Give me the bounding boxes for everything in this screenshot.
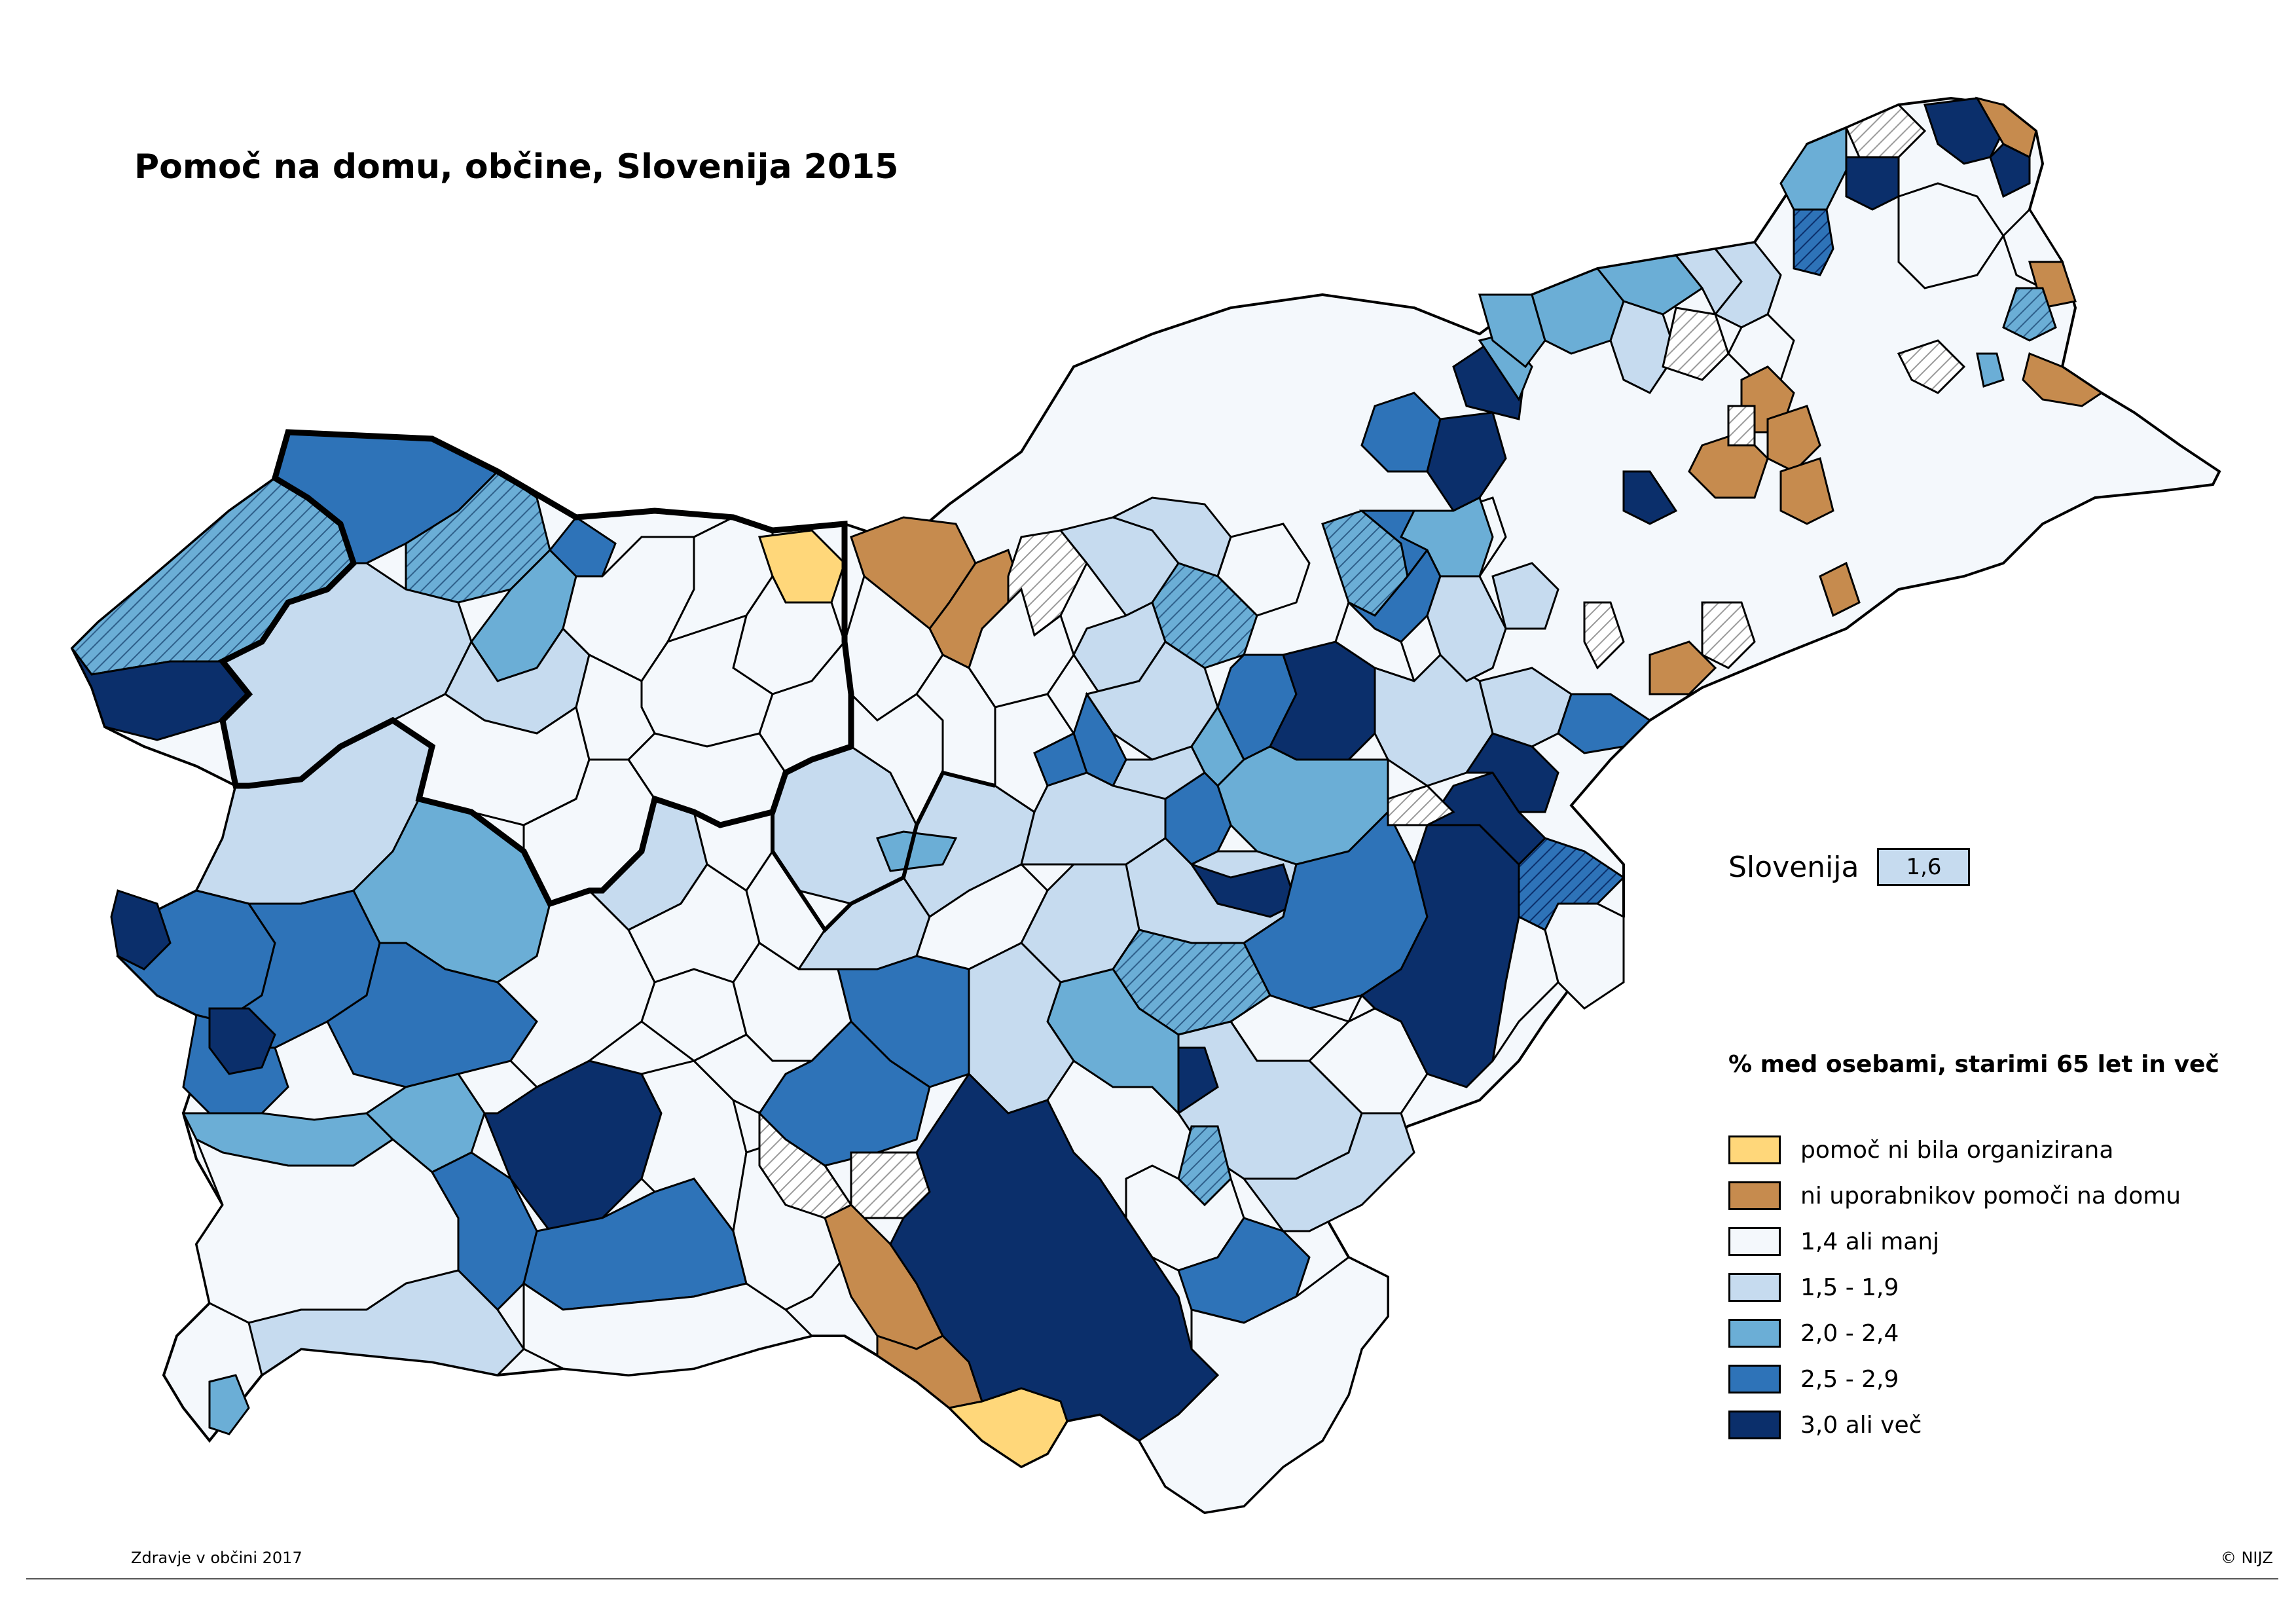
region-gornja-radgona <box>1793 208 1834 276</box>
gorenjska-boundary <box>218 429 854 908</box>
region-brda <box>110 889 172 970</box>
region-crnomelj <box>1138 1256 1389 1514</box>
footer-copyright: © NIJZ <box>2220 1549 2273 1567</box>
region-ormoz <box>1819 561 1861 618</box>
legend-label: ni uporabnikov pomoči na domu <box>1800 1182 2181 1209</box>
region-juršinci <box>1779 457 1834 525</box>
region-moravske <box>1989 143 2031 198</box>
region-beltinci <box>1897 339 1966 394</box>
region-rogatec <box>1557 693 1652 754</box>
legend-label: 2,5 - 2,9 <box>1800 1365 1899 1393</box>
region-sentrupert <box>875 830 958 872</box>
national-average: Slovenija 1,6 <box>1728 848 1971 886</box>
legend-label: 3,0 ali več <box>1800 1411 1922 1439</box>
region-lasko <box>1216 745 1389 866</box>
legend-label: 2,0 - 2,4 <box>1800 1320 1899 1347</box>
legend-label: 1,5 - 1,9 <box>1800 1274 1899 1301</box>
region-ilirska-bistrica <box>522 1282 814 1376</box>
legend-label: 1,4 ali manj <box>1800 1228 1940 1255</box>
national-value-box: 1,6 <box>1877 848 1971 886</box>
region-novo-mesto-east <box>1242 1112 1415 1232</box>
region-ankaran <box>208 1374 250 1435</box>
legend-item: pomoč ni bila organizirana <box>1728 1127 2219 1173</box>
legend-item: 2,5 - 2,9 <box>1728 1356 2219 1402</box>
legend: % med osebami, starimi 65 let in več pom… <box>1728 1051 2219 1448</box>
region-poljcane <box>1387 784 1455 826</box>
region-majsperk <box>1649 640 1717 695</box>
region-miren <box>208 1007 276 1075</box>
map-title: Pomoč na domu, občine, Slovenija 2015 <box>134 147 899 187</box>
region-nova-gorica <box>221 889 381 1049</box>
region-skocjan <box>1346 993 1377 1024</box>
region-bizeljsko <box>1544 902 1625 1010</box>
national-label: Slovenija <box>1728 850 1859 884</box>
legend-item: 2,0 - 2,4 <box>1728 1310 2219 1356</box>
region-zagorje <box>994 693 1076 814</box>
legend-swatch <box>1728 1135 1781 1164</box>
region-sentilj <box>1595 254 1704 316</box>
legend-item: 1,5 - 1,9 <box>1728 1264 2219 1310</box>
region-bloke <box>692 1033 812 1115</box>
region-kidricevo <box>1491 562 1559 630</box>
region-sal <box>1845 156 1900 211</box>
region-zetale <box>1583 601 1625 670</box>
legend-swatch <box>1728 1273 1781 1302</box>
region-podlehnik <box>1701 601 1756 669</box>
legend-label: pomoč ni bila organizirana <box>1800 1136 2114 1164</box>
ljubljana-boundary <box>693 770 996 933</box>
region-benedikt <box>1662 306 1730 381</box>
legend-item: ni uporabnikov pomoči na domu <box>1728 1173 2219 1219</box>
region-razkrizje <box>1766 405 1821 473</box>
region-lendava <box>2022 352 2104 407</box>
legend-swatch <box>1728 1181 1781 1210</box>
region-oplotnica <box>1399 496 1494 578</box>
region-kobilje <box>2002 287 2057 342</box>
region-destrnik <box>1727 405 1756 447</box>
legend-swatch <box>1728 1319 1781 1348</box>
legend-title: % med osebami, starimi 65 let in več <box>1728 1051 2219 1078</box>
legend-items: pomoč ni bila organizirana ni uporabnikov… <box>1728 1127 2219 1448</box>
legend-swatch <box>1728 1227 1781 1256</box>
footer-source: Zdravje v občini 2017 <box>131 1549 302 1567</box>
region-murska-sobota <box>1897 182 2005 289</box>
region-kozje <box>1425 771 1547 866</box>
legend-swatch <box>1728 1365 1781 1393</box>
region-trbovlje <box>1020 771 1167 866</box>
region-hodos <box>1845 103 1927 158</box>
footer-divider <box>26 1578 2278 1579</box>
legend-swatch <box>1728 1411 1781 1439</box>
legend-item: 3,0 ali več <box>1728 1402 2219 1448</box>
region-gorje <box>548 515 617 578</box>
region-ptuj <box>1622 470 1678 525</box>
region-grad <box>1975 96 2037 159</box>
legend-item: 1,4 ali manj <box>1728 1219 2219 1264</box>
region-crensovci <box>1976 352 2005 388</box>
region-kungota <box>1478 293 1546 369</box>
